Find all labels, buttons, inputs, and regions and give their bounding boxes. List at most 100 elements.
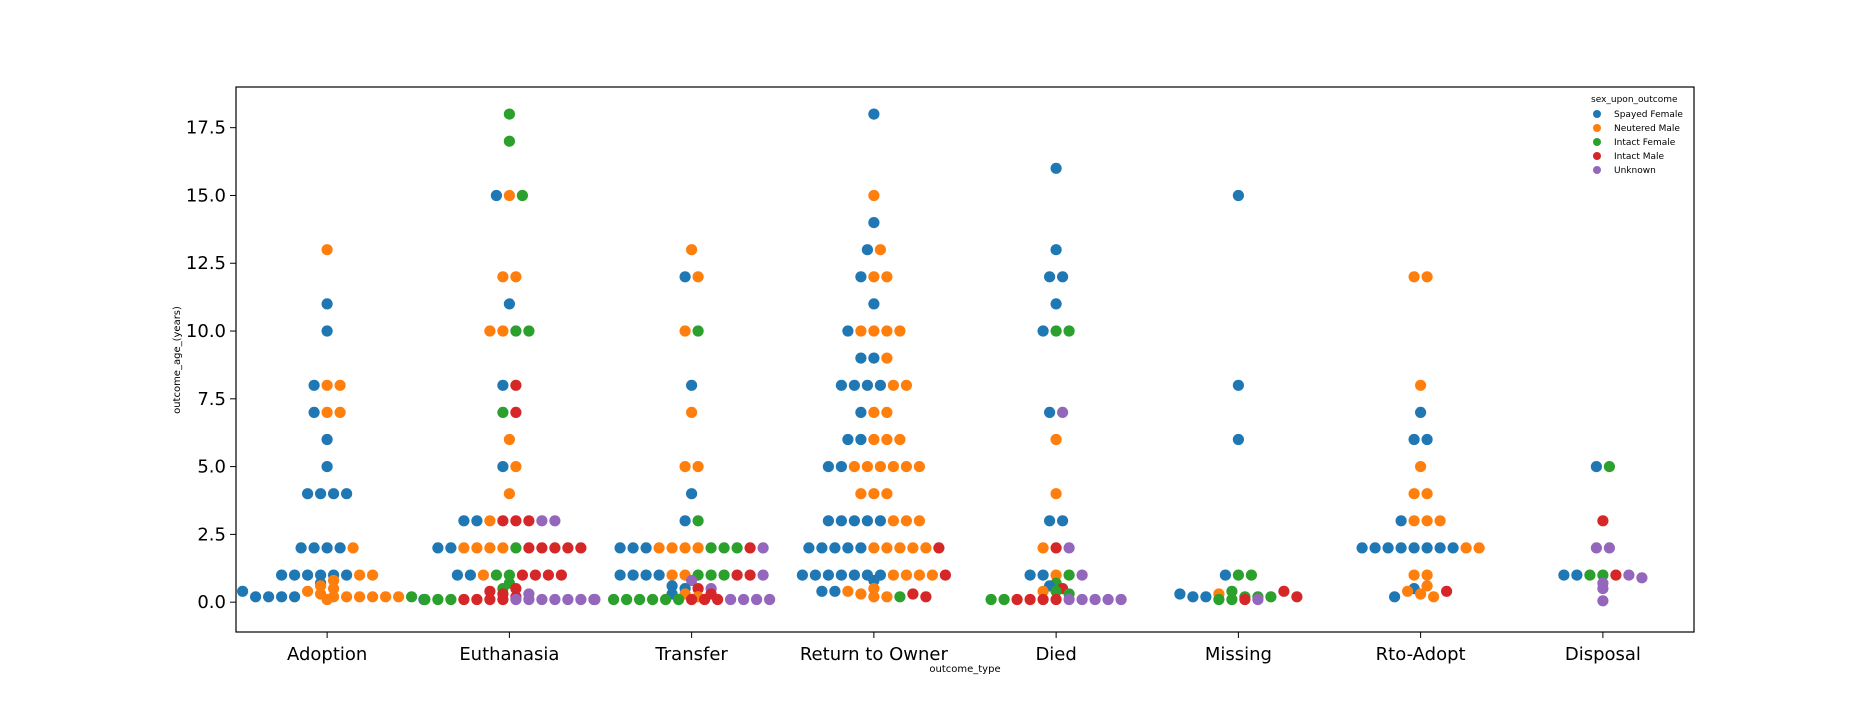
data-point bbox=[484, 585, 496, 597]
data-point bbox=[874, 244, 887, 256]
data-point bbox=[634, 593, 646, 606]
data-point bbox=[699, 593, 711, 606]
data-point bbox=[1460, 542, 1472, 554]
data-point bbox=[868, 325, 880, 337]
data-point bbox=[497, 325, 509, 337]
data-point bbox=[1050, 542, 1062, 554]
data-point bbox=[1421, 542, 1433, 554]
data-point bbox=[835, 461, 848, 473]
data-point bbox=[679, 461, 691, 473]
data-point bbox=[523, 515, 535, 527]
data-point bbox=[1063, 325, 1075, 337]
data-point bbox=[1063, 569, 1075, 581]
data-point bbox=[1044, 406, 1056, 418]
data-point bbox=[1402, 585, 1414, 597]
data-point bbox=[1037, 325, 1049, 337]
data-point bbox=[536, 542, 548, 554]
data-point bbox=[367, 591, 379, 603]
data-point bbox=[939, 569, 952, 581]
data-point bbox=[757, 542, 769, 554]
data-point bbox=[1050, 162, 1062, 174]
data-point bbox=[406, 591, 418, 603]
data-point bbox=[913, 569, 926, 581]
x-axis: Adoption Euthanasia Transfer Return to Owne… bbox=[287, 632, 1641, 665]
data-point bbox=[1219, 569, 1231, 581]
data-point bbox=[900, 515, 913, 527]
data-point bbox=[341, 591, 353, 603]
data-point bbox=[1245, 569, 1257, 581]
data-point bbox=[881, 406, 893, 418]
data-point bbox=[640, 542, 652, 554]
data-point bbox=[1421, 488, 1433, 500]
legend-marker bbox=[1593, 152, 1601, 160]
x-axis-title: outcome_type bbox=[929, 664, 1000, 675]
data-point bbox=[419, 593, 431, 606]
data-point bbox=[555, 569, 568, 581]
data-point bbox=[900, 379, 913, 391]
data-point bbox=[497, 406, 509, 418]
data-point bbox=[589, 593, 601, 606]
data-point bbox=[321, 433, 333, 446]
data-point bbox=[237, 585, 249, 597]
data-point bbox=[1057, 271, 1069, 283]
data-point bbox=[861, 515, 874, 527]
data-point bbox=[1473, 542, 1485, 554]
data-point bbox=[1037, 569, 1049, 581]
data-point bbox=[289, 569, 301, 581]
data-point bbox=[855, 588, 867, 600]
x-tick-label: Missing bbox=[1205, 644, 1272, 665]
data-point bbox=[855, 352, 867, 364]
data-point bbox=[653, 542, 665, 554]
data-point bbox=[868, 217, 880, 229]
data-point bbox=[1428, 591, 1440, 603]
data-point bbox=[497, 542, 509, 554]
data-point bbox=[816, 585, 828, 597]
data-point bbox=[666, 569, 678, 581]
data-point bbox=[321, 406, 333, 418]
data-point bbox=[712, 593, 724, 606]
y-tick-label: 15.0 bbox=[186, 185, 226, 206]
data-point bbox=[868, 591, 880, 603]
data-point bbox=[490, 569, 502, 581]
data-point bbox=[868, 583, 880, 595]
data-point bbox=[1278, 585, 1290, 597]
data-point bbox=[887, 569, 900, 581]
data-point bbox=[432, 542, 444, 554]
data-point bbox=[1558, 569, 1570, 581]
data-point bbox=[1024, 593, 1036, 606]
data-point bbox=[503, 108, 515, 120]
data-point bbox=[1421, 515, 1433, 527]
data-point bbox=[308, 542, 320, 554]
data-point bbox=[809, 569, 822, 581]
data-point bbox=[627, 569, 639, 581]
data-point bbox=[731, 542, 743, 554]
data-point bbox=[1584, 569, 1596, 581]
data-point bbox=[1037, 585, 1049, 597]
data-point bbox=[308, 379, 320, 391]
data-point bbox=[842, 542, 854, 554]
data-point bbox=[822, 569, 835, 581]
data-point bbox=[445, 542, 457, 554]
data-point bbox=[308, 406, 320, 418]
data-point bbox=[868, 271, 880, 283]
data-point bbox=[471, 593, 483, 606]
data-point bbox=[464, 569, 476, 581]
legend-marker bbox=[1593, 124, 1601, 132]
data-point bbox=[536, 515, 548, 527]
data-point bbox=[432, 593, 444, 606]
data-point bbox=[321, 542, 333, 554]
data-point bbox=[503, 298, 515, 310]
data-point bbox=[341, 569, 353, 581]
data-point bbox=[1063, 593, 1075, 606]
data-point bbox=[1610, 569, 1622, 581]
data-point bbox=[1571, 569, 1583, 581]
data-point bbox=[276, 591, 288, 603]
data-point bbox=[816, 542, 828, 554]
data-point bbox=[1050, 298, 1062, 310]
y-tick-label: 0.0 bbox=[197, 592, 226, 613]
data-point bbox=[627, 542, 639, 554]
data-point bbox=[1239, 593, 1251, 606]
data-point bbox=[673, 593, 685, 606]
y-tick-label: 12.5 bbox=[186, 253, 226, 274]
data-point bbox=[1050, 569, 1062, 581]
